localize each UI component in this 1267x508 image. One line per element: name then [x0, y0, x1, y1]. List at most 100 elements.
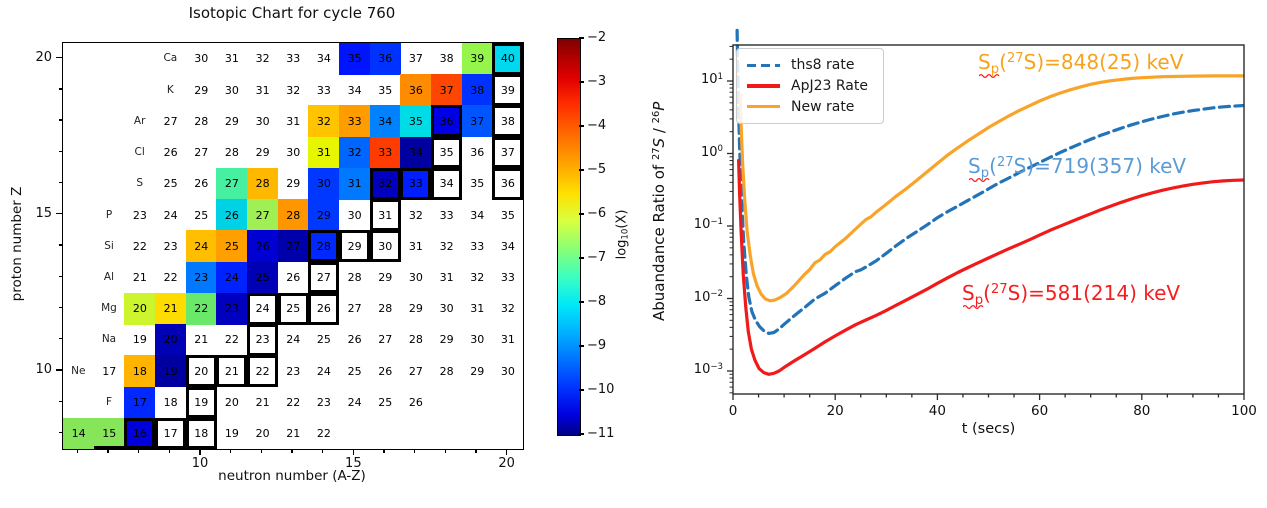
x-tick	[322, 449, 324, 453]
isotope-cell: 30	[439, 302, 454, 316]
text-segment: 10	[693, 362, 711, 377]
isotope-cell: 30	[308, 167, 340, 200]
isotope-cell: 19	[224, 427, 239, 441]
isotope-cell: 18	[185, 417, 217, 450]
element-label-Mg: Mg	[101, 302, 117, 315]
isotope-cell: 32	[255, 52, 270, 66]
text-segment: −2	[710, 289, 723, 300]
isotope-cell: 35	[400, 105, 432, 138]
text-segment: (	[999, 50, 1007, 74]
isotope-cell: 34	[400, 136, 432, 169]
y-tick	[58, 181, 62, 184]
x-tick-label: 40	[928, 403, 946, 419]
isotope-cell: 27	[194, 146, 209, 160]
colorbar-tick-label: −5	[587, 162, 607, 177]
colorbar-tick-label: −3	[587, 74, 607, 89]
isotope-cell: 28	[378, 302, 393, 316]
text-segment: P	[650, 101, 668, 111]
isotope-cell: 29	[194, 83, 209, 97]
x-tick	[199, 449, 201, 455]
series-ths8-rate	[735, 28, 1244, 335]
isotope-cell: 18	[124, 355, 156, 388]
text-segment: 1	[717, 71, 723, 82]
isotope-cell: 22	[185, 292, 217, 325]
y-tick-label: 101	[683, 72, 723, 87]
isotope-cell: 26	[408, 395, 423, 409]
colorbar-tick-label: −7	[587, 250, 607, 265]
isotope-cell: 23	[185, 261, 217, 294]
colorbar-tick	[579, 125, 584, 127]
text-segment: −3	[710, 361, 723, 372]
x-tick-label: 0	[728, 403, 738, 419]
isotope-cell: 24	[185, 230, 217, 263]
isotope-cell: 25	[194, 208, 209, 222]
y-tick	[56, 369, 62, 371]
isotope-cell: 30	[224, 83, 239, 97]
colorbar-tick	[579, 257, 584, 259]
plot-legend: ths8 rate ApJ23 Rate New rate	[736, 48, 884, 124]
isotope-cell: 31	[500, 333, 515, 347]
isotope-cell: 31	[439, 270, 454, 284]
isotope-cell: 19	[155, 355, 187, 388]
colorbar-label: log10(X)	[614, 135, 631, 335]
element-label-S: S	[136, 177, 143, 190]
isotope-cell: 28	[439, 364, 454, 378]
isotope-cell: 32	[408, 208, 423, 222]
colorbar-tick	[579, 81, 584, 83]
isotope-cell: 31	[286, 114, 301, 128]
isotope-cell: 19	[132, 333, 147, 347]
y-tick-label: 10−2	[683, 289, 723, 304]
left-chart-ylabel: proton number Z	[9, 186, 25, 302]
isotope-cell: 37	[431, 74, 463, 106]
isotope-cell: 23	[286, 364, 301, 378]
isotope-cell: 27	[347, 302, 362, 316]
isotope-cell: 32	[308, 105, 340, 138]
left-chart-title: Isotopic Chart for cycle 760	[188, 4, 396, 22]
isotope-cell: 23	[216, 292, 248, 325]
text-segment: 27	[1006, 51, 1024, 67]
isotope-cell: 24	[247, 292, 279, 325]
isotope-cell: 25	[277, 292, 309, 325]
colorbar-tick-label: −9	[587, 338, 607, 353]
isotope-cell: 37	[492, 136, 524, 169]
isotope-cell: 15	[93, 417, 125, 450]
x-tick	[76, 449, 79, 453]
isotope-cell: 40	[492, 43, 524, 75]
isotope-cell: 30	[408, 270, 423, 284]
y-tick	[56, 57, 62, 59]
text-segment: (	[983, 281, 991, 305]
isotope-cell: 39	[492, 74, 524, 106]
isotope-cell: 32	[500, 302, 515, 316]
x-tick	[444, 449, 447, 453]
legend-label: ths8 rate	[791, 57, 855, 74]
text-segment: p	[990, 61, 1000, 77]
isotope-cell: 33	[470, 239, 485, 253]
isotope-cell: 23	[316, 395, 331, 409]
text-segment: (X)	[614, 209, 630, 229]
isotope-cell: 34	[431, 167, 463, 200]
isotope-cell: 28	[194, 114, 209, 128]
isotope-cell: 36	[492, 167, 524, 200]
isotope-cell: 34	[500, 239, 515, 253]
series-apj23-rate	[737, 158, 1244, 376]
isotope-cell: 34	[347, 83, 362, 97]
isotope-cell: 30	[194, 52, 209, 66]
text-segment: Abuandance Ratio of	[650, 160, 668, 321]
y-tick	[58, 338, 62, 340]
element-label-Na: Na	[101, 333, 117, 346]
isotope-cell: 27	[216, 167, 248, 200]
text-segment: 27	[990, 282, 1008, 298]
isotope-cell: 21	[132, 270, 147, 284]
isotope-cell: 29	[255, 146, 270, 160]
spellcheck-squiggle-icon	[963, 304, 984, 309]
text-segment: S	[978, 50, 991, 74]
anno-new-rate: Sp (27S)=848(25) keV	[978, 50, 1183, 78]
squiggle-underlined-text: Sp	[978, 50, 1000, 78]
isotope-cell: 33	[286, 52, 301, 66]
element-label-P: P	[105, 208, 113, 221]
x-tick-label: 80	[1133, 403, 1151, 419]
y-tick	[58, 119, 62, 121]
x-tick	[352, 449, 355, 455]
text-segment: 10	[700, 144, 718, 160]
isotope-cell: 34	[316, 52, 331, 66]
